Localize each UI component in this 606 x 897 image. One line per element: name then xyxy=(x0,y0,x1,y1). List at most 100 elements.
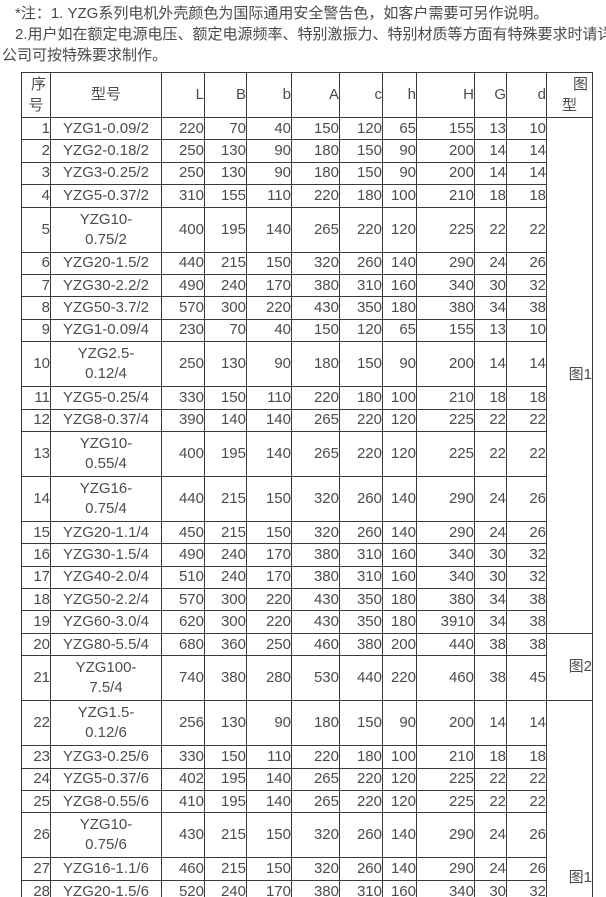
seq-cell: 10 xyxy=(21,341,51,388)
seq-cell: 17 xyxy=(21,565,51,590)
dim-cell-b: 220 xyxy=(246,588,292,612)
dim-cell-G: 24 xyxy=(474,520,507,545)
dim-cell-b: 170 xyxy=(246,273,292,298)
dim-cell-h: 160 xyxy=(382,565,417,590)
dim-cell-H: 225 xyxy=(416,408,475,432)
seq-cell: 16 xyxy=(21,543,51,567)
seq-cell: 23 xyxy=(21,745,51,769)
dim-cell-d: 18 xyxy=(506,745,547,769)
dim-cell-B: 195 xyxy=(204,206,247,253)
dim-cell-B: 215 xyxy=(204,857,247,881)
header-dim-A: A xyxy=(291,72,340,118)
dim-cell-L: 230 xyxy=(161,318,205,343)
dim-cell-A: 220 xyxy=(291,745,340,769)
dim-cell-b: 140 xyxy=(246,408,292,432)
model-cell: YZG2.5- 0.12/4 xyxy=(50,341,162,388)
seq-cell: 27 xyxy=(21,857,51,881)
dim-cell-H: 210 xyxy=(416,745,475,769)
dim-cell-B: 300 xyxy=(204,588,247,612)
dim-cell-h: 65 xyxy=(382,318,417,343)
dim-cell-L: 440 xyxy=(161,475,205,522)
header-figure-line2: 型 xyxy=(561,97,577,114)
dim-cell-B: 240 xyxy=(204,543,247,567)
dim-cell-L: 450 xyxy=(161,520,205,545)
dim-cell-G: 34 xyxy=(474,296,507,320)
dim-cell-A: 320 xyxy=(291,520,340,545)
spec-table: 序 号 型号 L B b A c h H G d 图 型 1 YZG1-0.09/… xyxy=(21,72,593,897)
dim-cell-L: 570 xyxy=(161,296,205,320)
dim-cell-B: 130 xyxy=(204,161,247,186)
dim-cell-H: 380 xyxy=(416,588,475,612)
dim-cell-H: 210 xyxy=(416,386,475,410)
dim-cell-d: 26 xyxy=(506,857,547,881)
dim-cell-B: 70 xyxy=(204,116,247,141)
dim-cell-A: 430 xyxy=(291,610,340,634)
header-dim-b: b xyxy=(246,72,292,118)
dim-cell-L: 520 xyxy=(161,879,205,897)
model-cell: YZG3-0.25/2 xyxy=(50,161,162,186)
dim-cell-G: 38 xyxy=(474,632,507,657)
dim-cell-h: 180 xyxy=(382,296,417,320)
dim-cell-d: 10 xyxy=(506,116,547,141)
dim-cell-d: 14 xyxy=(506,161,547,186)
model-cell: YZG30-1.5/4 xyxy=(50,543,162,567)
table-row: 23 YZG3-0.25/6 330 150 110 220 180 100 210 18 18 xyxy=(21,745,593,769)
model-cell: YZG60-3.0/4 xyxy=(50,610,162,634)
dim-cell-b: 110 xyxy=(246,386,292,410)
dim-cell-L: 740 xyxy=(161,655,205,702)
dim-cell-b: 110 xyxy=(246,184,292,208)
dim-cell-h: 140 xyxy=(382,857,417,881)
dim-cell-A: 180 xyxy=(291,341,340,388)
dim-cell-b: 140 xyxy=(246,767,292,792)
dim-cell-G: 34 xyxy=(474,610,507,634)
dim-cell-H: 290 xyxy=(416,812,475,859)
dim-cell-G: 34 xyxy=(474,588,507,612)
header-seq-line1: 序 xyxy=(30,76,46,93)
table-row: 27 YZG16-1.1/6 460 215 150 320 260 140 290 24 26 xyxy=(21,857,593,881)
dim-cell-H: 225 xyxy=(416,206,475,253)
dim-cell-G: 14 xyxy=(474,341,507,388)
dim-cell-d: 32 xyxy=(506,879,547,897)
table-row: 13 YZG10- 0.55/4 400 195 140 265 220 120 225 22 22 xyxy=(21,430,593,477)
seq-cell: 26 xyxy=(21,812,51,859)
dim-cell-d: 26 xyxy=(506,475,547,522)
dim-cell-G: 30 xyxy=(474,879,507,897)
dim-cell-h: 90 xyxy=(382,700,417,747)
dim-cell-H: 155 xyxy=(416,116,475,141)
dim-cell-H: 460 xyxy=(416,655,475,702)
seq-cell: 3 xyxy=(21,161,51,186)
model-cell: YZG8-0.37/4 xyxy=(50,408,162,432)
dim-cell-d: 26 xyxy=(506,812,547,859)
model-cell: YZG16- 0.75/4 xyxy=(50,475,162,522)
dim-cell-h: 120 xyxy=(382,408,417,432)
dim-cell-h: 100 xyxy=(382,386,417,410)
dim-cell-G: 18 xyxy=(474,184,507,208)
header-dim-H: H xyxy=(416,72,475,118)
table-row: 16 YZG30-1.5/4 490 240 170 380 310 160 340 30 32 xyxy=(21,543,593,567)
dim-cell-H: 290 xyxy=(416,475,475,522)
dim-cell-c: 220 xyxy=(339,767,383,792)
model-cell: YZG100- 7.5/4 xyxy=(50,655,162,702)
dim-cell-L: 410 xyxy=(161,790,205,814)
dim-cell-d: 26 xyxy=(506,520,547,545)
dim-cell-H: 200 xyxy=(416,700,475,747)
dim-cell-H: 225 xyxy=(416,430,475,477)
dim-cell-L: 250 xyxy=(161,139,205,163)
dim-cell-c: 120 xyxy=(339,318,383,343)
dim-cell-h: 90 xyxy=(382,341,417,388)
dim-cell-L: 440 xyxy=(161,251,205,275)
model-cell: YZG5-0.25/4 xyxy=(50,386,162,410)
dim-cell-A: 430 xyxy=(291,588,340,612)
dim-cell-G: 22 xyxy=(474,430,507,477)
dim-cell-h: 100 xyxy=(382,745,417,769)
dim-cell-h: 120 xyxy=(382,430,417,477)
header-dim-c: c xyxy=(339,72,383,118)
dim-cell-A: 180 xyxy=(291,161,340,186)
dim-cell-A: 265 xyxy=(291,790,340,814)
model-cell: YZG5-0.37/2 xyxy=(50,184,162,208)
dim-cell-A: 380 xyxy=(291,273,340,298)
dim-cell-A: 265 xyxy=(291,408,340,432)
dim-cell-b: 150 xyxy=(246,857,292,881)
dim-cell-G: 24 xyxy=(474,857,507,881)
dim-cell-G: 14 xyxy=(474,139,507,163)
